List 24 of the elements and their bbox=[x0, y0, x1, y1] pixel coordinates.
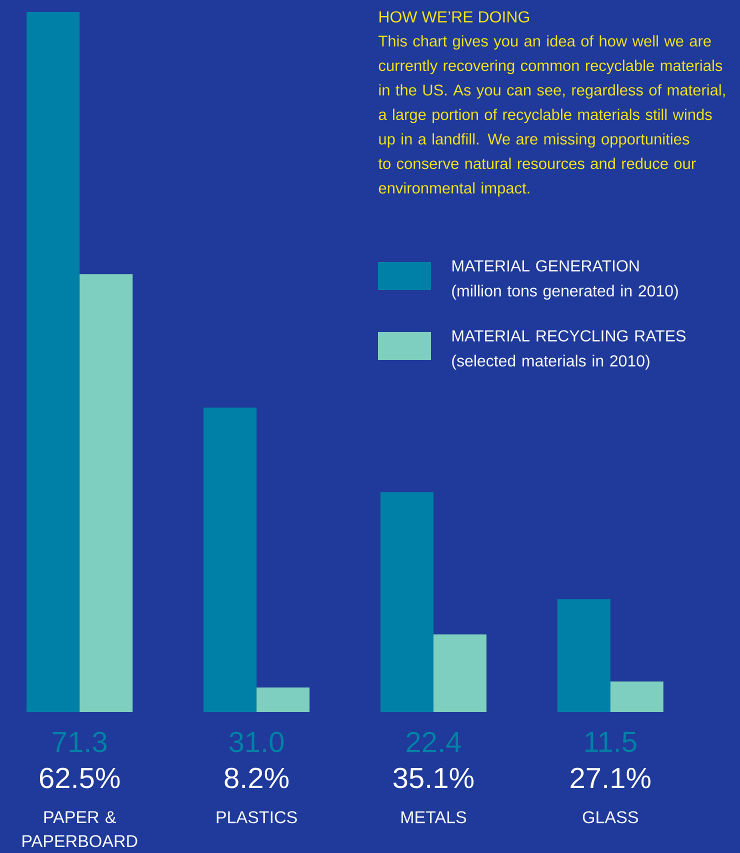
bar bbox=[557, 599, 610, 712]
bar bbox=[204, 408, 257, 712]
text: This chart gives you an idea of how well we are currently recovering common recyclable materials in the US. As you can see, regardless of material, a large portion of recyclable materials still winds up in a landfill. We are missing opportunities to conserve natural resources and reduce our environmental impact. bbox=[378, 35, 725, 197]
bar bbox=[433, 634, 486, 712]
bar bbox=[610, 682, 664, 712]
data-label: 31.0 bbox=[229, 732, 284, 752]
x-tick-label: GLASS bbox=[582, 811, 638, 824]
legend-label: MATERIAL RECYCLING RATES (selected materials in 2010) bbox=[452, 330, 686, 370]
bar bbox=[380, 492, 434, 712]
bar bbox=[26, 12, 80, 712]
text: 8.2% bbox=[224, 768, 289, 788]
data-label: 11.5 bbox=[585, 732, 636, 752]
bar bbox=[256, 687, 310, 712]
x-tick-label: PAPER & PAPERBOARD bbox=[22, 811, 138, 848]
text: 35.1% bbox=[393, 768, 474, 788]
x-tick-label: PLASTICS bbox=[216, 811, 297, 824]
data-label: 22.4 bbox=[406, 732, 461, 752]
text: 27.1% bbox=[570, 768, 650, 788]
chart-title: HOW WE’RE DOING bbox=[380, 11, 529, 23]
bar bbox=[80, 274, 133, 712]
legend-label: MATERIAL GENERATION (million tons generated in 2010) bbox=[452, 260, 678, 300]
data-label: 71.3 bbox=[52, 732, 107, 752]
text: 62.5% bbox=[40, 768, 120, 788]
x-tick-label: METALS bbox=[401, 811, 466, 824]
